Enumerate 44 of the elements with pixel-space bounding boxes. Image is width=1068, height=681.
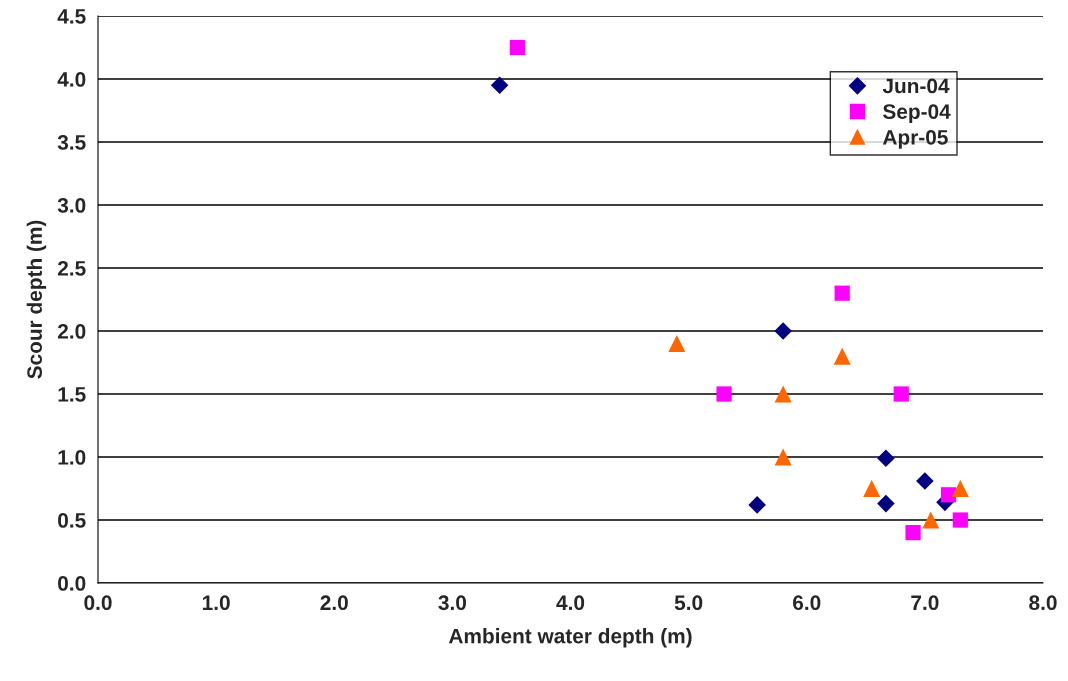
x-tick-label: 2.0	[320, 595, 348, 611]
point	[905, 524, 921, 541]
y-tick-label: 3.5	[57, 135, 86, 150]
point	[716, 386, 732, 402]
y-tick-label: 1.0	[58, 450, 86, 465]
point	[774, 448, 792, 466]
y-axis-title: Scour depth (m)	[26, 220, 47, 379]
point	[922, 511, 940, 529]
y-tick-label: 4.5	[57, 9, 86, 24]
point	[833, 347, 851, 365]
legend-label: Jun-04	[882, 78, 950, 94]
point	[877, 449, 895, 468]
x-tick-label: 4.0	[556, 595, 585, 611]
x-tick-label: 3.0	[438, 595, 466, 611]
x-tick-label: 0.0	[84, 595, 112, 611]
x-tick-label: 8.0	[1029, 595, 1057, 611]
y-tick-label: 2.0	[57, 324, 86, 339]
x-axis-title: Ambient water depth (m)	[448, 628, 692, 648]
legend-label: Sep-04	[883, 104, 951, 124]
point	[509, 39, 525, 56]
point	[668, 335, 686, 353]
y-tick-label: 1.5	[58, 387, 86, 402]
x-tick-label: 5.0	[674, 595, 703, 611]
point	[490, 76, 509, 95]
point	[893, 386, 909, 402]
point	[834, 285, 850, 301]
point	[863, 479, 881, 498]
y-tick-label: 4.0	[57, 72, 86, 87]
point	[916, 472, 934, 490]
y-tick-label: 3.0	[57, 198, 86, 213]
x-tick-label: 7.0	[911, 595, 939, 611]
y-tick-label: 2.5	[57, 261, 86, 276]
y-tick-label: 0.5	[58, 513, 86, 528]
x-tick-label: 6.0	[793, 595, 821, 611]
point	[748, 496, 766, 514]
point	[951, 479, 969, 498]
point	[774, 385, 792, 403]
point	[877, 494, 895, 513]
y-tick-label: 0.0	[58, 576, 86, 591]
point	[952, 512, 968, 528]
point	[940, 487, 957, 503]
x-tick-label: 1.0	[202, 595, 230, 611]
legend-label: Apr-05	[882, 129, 948, 149]
point	[774, 322, 792, 340]
